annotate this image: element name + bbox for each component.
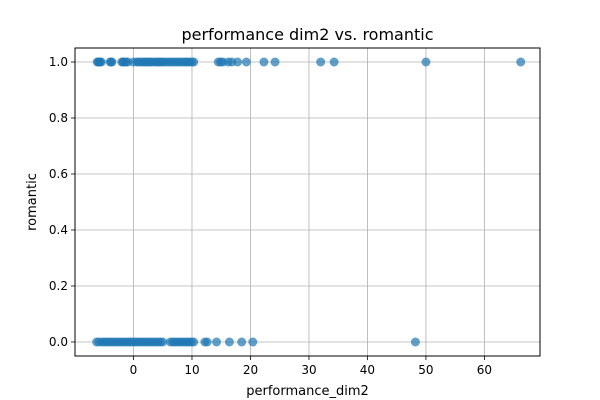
data-point	[410, 337, 420, 347]
x-tick-label: 10	[184, 363, 199, 377]
data-point	[316, 57, 326, 67]
data-point	[224, 337, 234, 347]
y-tick-label: 0.8	[49, 111, 68, 125]
data-point	[421, 57, 431, 67]
data-point	[212, 337, 222, 347]
data-point	[202, 337, 212, 347]
data-point	[270, 57, 280, 67]
y-axis-label: romantic	[25, 173, 40, 231]
data-point	[158, 337, 168, 347]
x-tick-label: 20	[243, 363, 258, 377]
data-points	[92, 57, 526, 347]
data-point	[233, 57, 243, 67]
data-point	[329, 57, 339, 67]
data-point	[107, 57, 117, 67]
plot-frame	[74, 47, 541, 357]
plot-area	[75, 48, 540, 356]
x-axis-label: performance_dim2	[246, 384, 369, 399]
data-point	[248, 337, 258, 347]
x-tick-label: 60	[477, 363, 492, 377]
y-tick-label: 0.4	[49, 223, 68, 237]
data-point	[516, 57, 526, 67]
x-tick-label: 40	[360, 363, 375, 377]
data-point	[189, 337, 199, 347]
data-point	[259, 57, 269, 67]
data-point	[96, 57, 106, 67]
y-tick-label: 1.0	[49, 55, 68, 69]
x-axis-ticks: 0 10 20 30 40 50 60	[130, 356, 492, 377]
y-tick-label: 0.0	[49, 335, 68, 349]
data-point	[189, 57, 199, 67]
y-tick-label: 0.6	[49, 167, 68, 181]
data-point	[237, 337, 247, 347]
chart-title: performance dim2 vs. romantic	[181, 25, 433, 44]
x-tick-label: 0	[130, 363, 138, 377]
y-tick-label: 0.2	[49, 279, 68, 293]
x-tick-label: 30	[301, 363, 316, 377]
x-tick-label: 50	[418, 363, 433, 377]
y-axis-ticks: 0.0 0.2 0.4 0.6 0.8 1.0	[49, 55, 75, 349]
data-point	[241, 57, 251, 67]
